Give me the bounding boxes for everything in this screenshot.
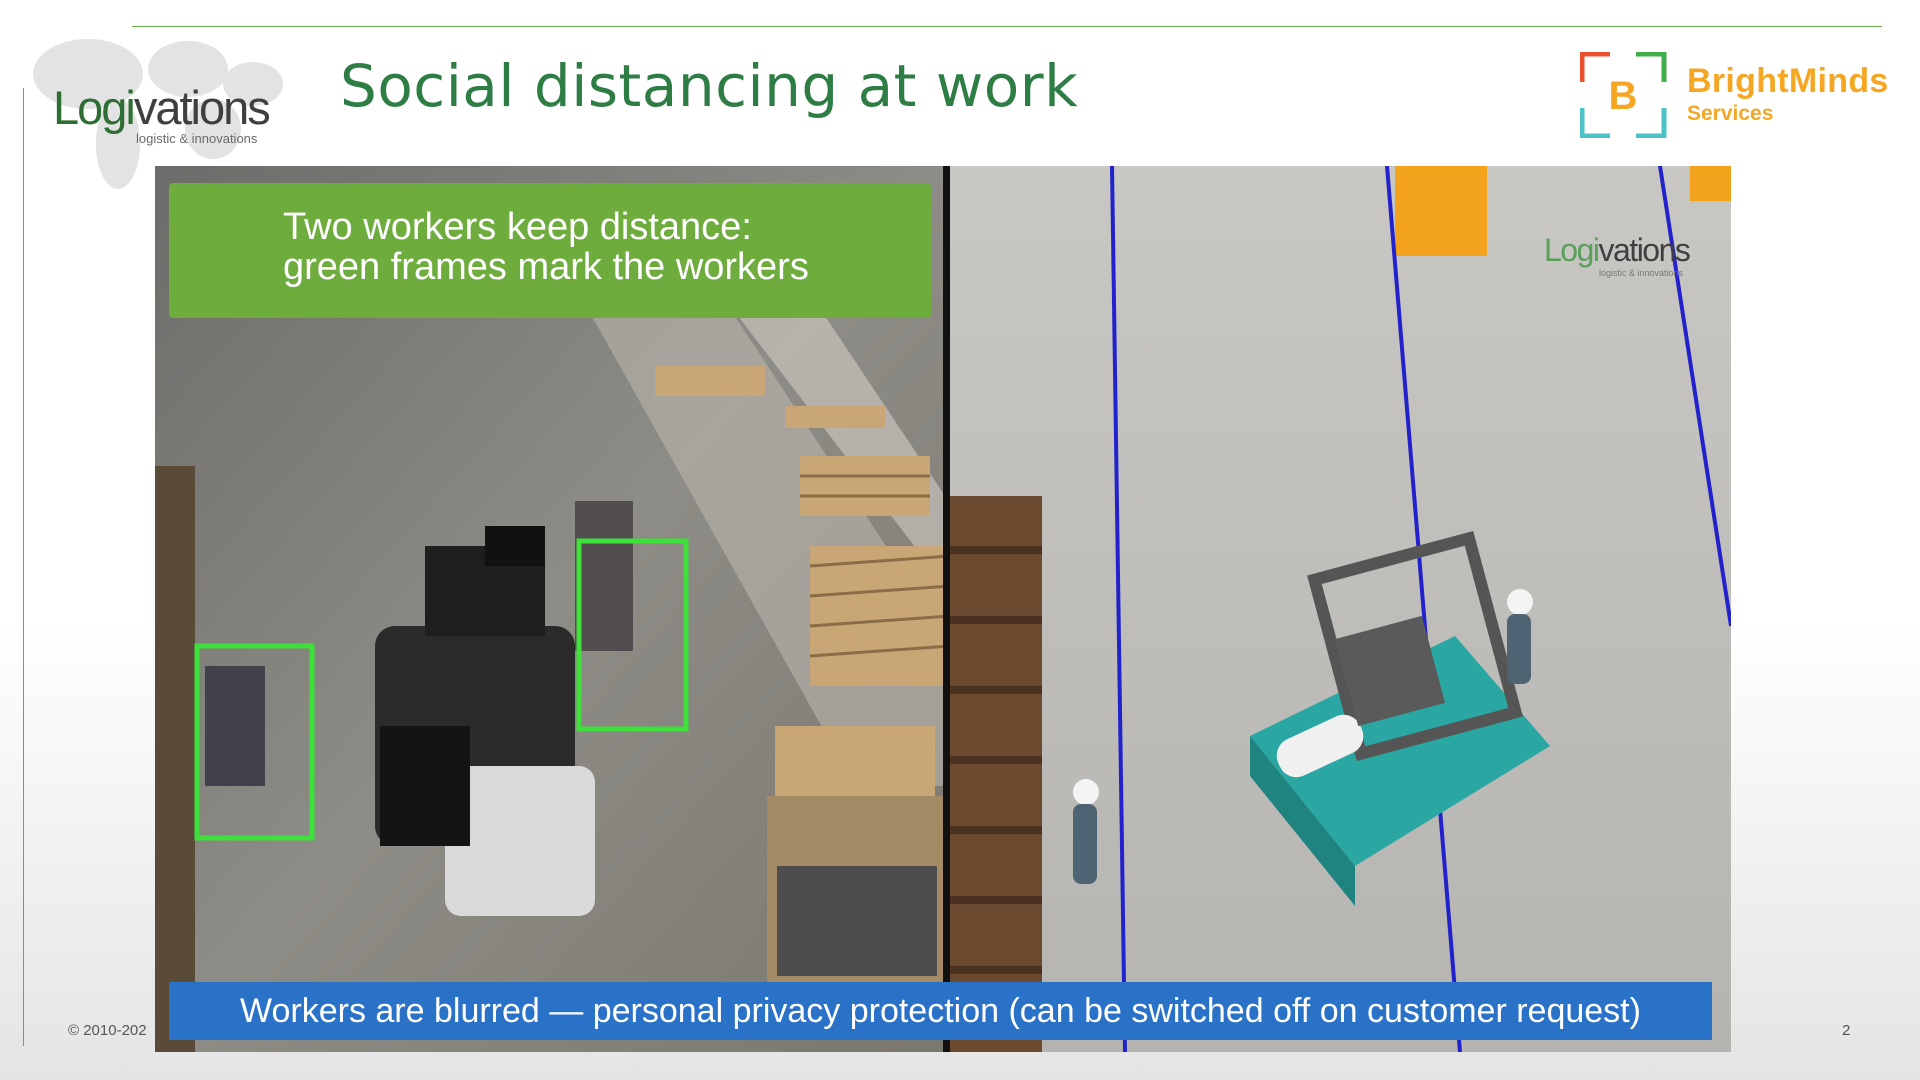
- world-map-icon: [33, 39, 283, 189]
- worker-frame-1: [194, 643, 315, 841]
- brightminds-mark-letter: B: [1609, 74, 1638, 118]
- logo-wordmark: Logivations: [53, 81, 271, 134]
- left-divider: [23, 88, 24, 1046]
- brightminds-mark-icon: B: [1580, 52, 1667, 138]
- simulation-view: [950, 166, 1731, 1052]
- caption-top-line-2: green frames mark the workers: [283, 246, 809, 288]
- brightminds-logo: B BrightMinds Services: [1580, 50, 1910, 140]
- brightminds-name: BrightMinds: [1687, 62, 1889, 100]
- caption-top-line-1: Two workers keep distance:: [283, 206, 752, 248]
- caption-top: Two workers keep distance: green frames …: [169, 183, 931, 318]
- page-title: Social distancing at work: [340, 52, 1079, 120]
- brightminds-subtitle: Services: [1687, 102, 1774, 125]
- logivations-logo: Logivations logistic & innovations: [18, 14, 288, 204]
- copyright-text: © 2010-202: [68, 1022, 147, 1039]
- caption-bottom: Workers are blurred — personal privacy p…: [169, 982, 1712, 1040]
- video-watermark-logo: Logivations logistic & innovations: [1544, 232, 1691, 278]
- top-divider: [132, 26, 1882, 27]
- page-number: 2: [1842, 1022, 1851, 1039]
- worker-frame-2: [576, 538, 689, 732]
- view-divider: [943, 166, 950, 1052]
- video-panel[interactable]: Logivations logistic & innovations Two w…: [155, 166, 1731, 1052]
- logo-tagline: logistic & innovations: [136, 131, 258, 146]
